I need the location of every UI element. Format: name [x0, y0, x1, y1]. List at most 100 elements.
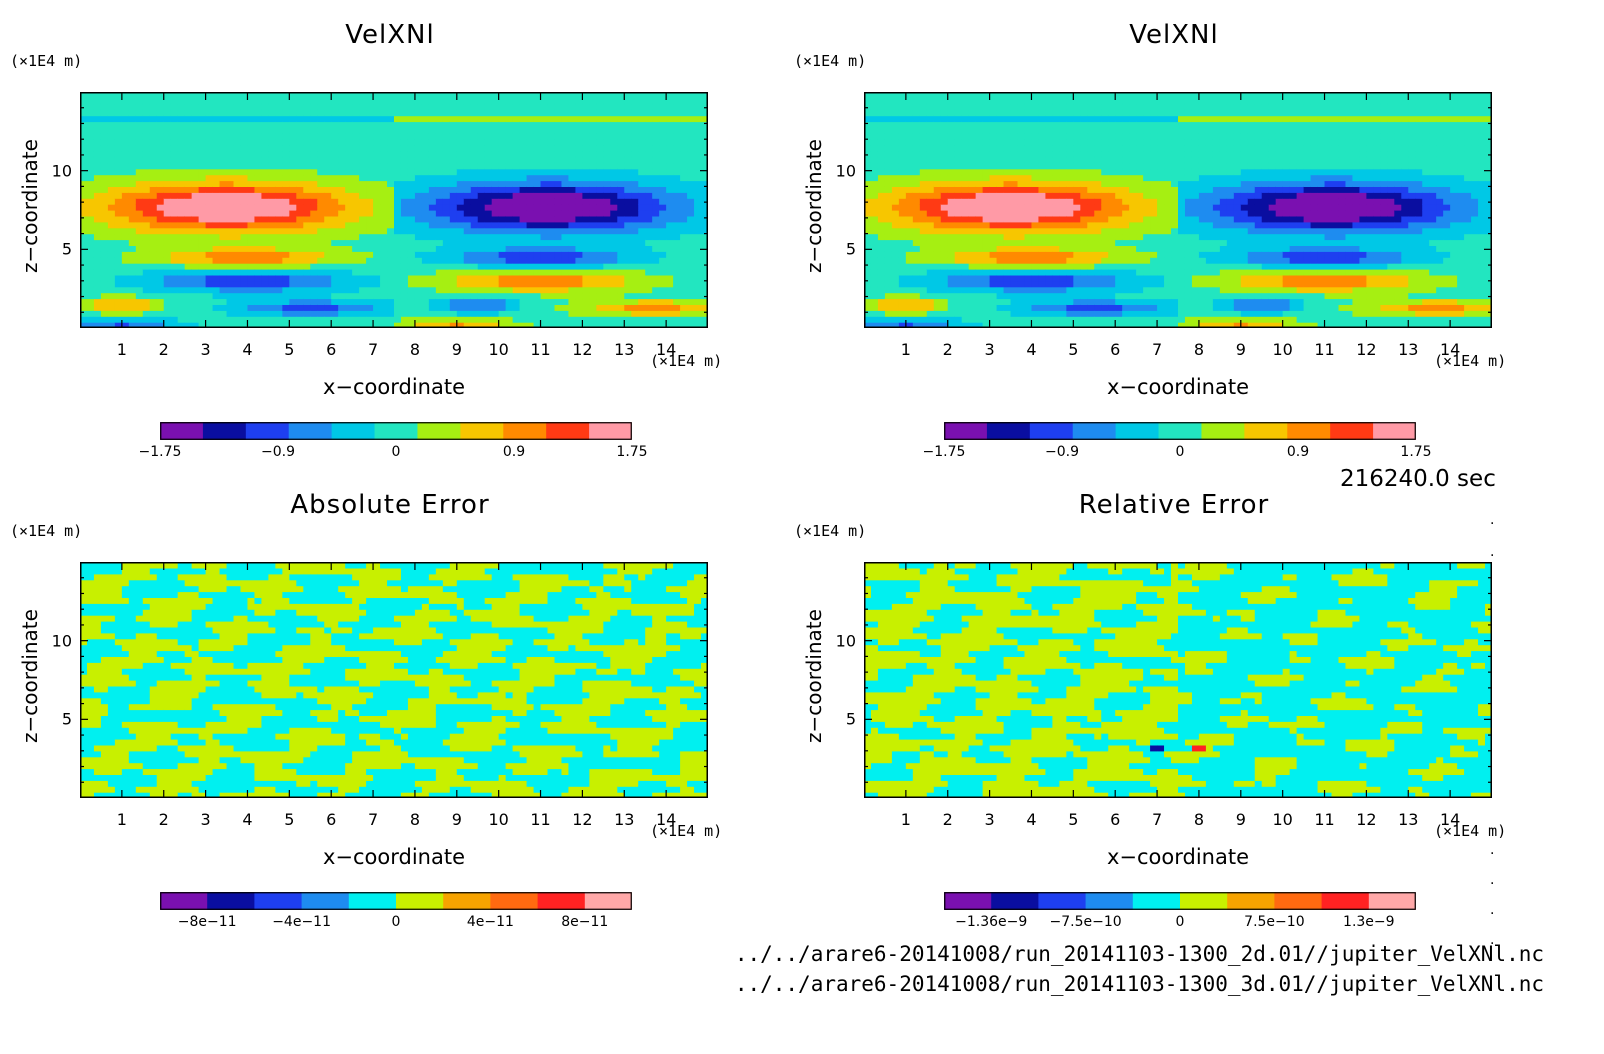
heatmap-cell: [484, 292, 493, 300]
heatmap-cell: [638, 210, 646, 217]
heatmap-cell: [940, 298, 949, 305]
x-tick-label: 8: [409, 340, 421, 359]
heatmap-cell: [233, 180, 242, 187]
heatmap-cell: [519, 221, 528, 229]
heatmap-cell: [912, 162, 921, 170]
heatmap-cell: [268, 145, 276, 152]
heatmap-cell: [933, 174, 942, 182]
heatmap-cell: [884, 97, 893, 105]
heatmap-cell: [142, 215, 151, 223]
heatmap-cell: [338, 180, 346, 187]
heatmap-cell: [428, 233, 437, 241]
heatmap-cell: [268, 162, 276, 170]
heatmap-cell: [373, 298, 381, 305]
heatmap-cell: [100, 151, 109, 158]
heatmap-cell: [589, 210, 597, 217]
heatmap-cell: [652, 245, 660, 252]
heatmap-cell: [947, 221, 956, 229]
heatmap-cell: [435, 192, 444, 199]
heatmap-cell: [610, 269, 618, 276]
heatmap-cell: [400, 92, 409, 99]
heatmap-cell: [170, 316, 179, 323]
heatmap-cell: [1066, 109, 1074, 117]
heatmap-cell: [561, 269, 570, 276]
heatmap-cell: [568, 251, 577, 258]
heatmap-cell: [589, 239, 597, 246]
heatmap-cell: [1038, 245, 1047, 252]
heatmap-cell: [547, 251, 556, 258]
heatmap-cell: [121, 204, 130, 211]
heatmap-cell: [568, 151, 577, 158]
heatmap-cell: [282, 298, 290, 305]
heatmap-cell: [617, 133, 625, 140]
heatmap-cell: [394, 269, 402, 276]
heatmap-cell: [93, 92, 102, 99]
heatmap-cell: [449, 109, 458, 117]
heatmap-cell: [638, 304, 646, 311]
heatmap-cell: [898, 174, 907, 182]
heatmap-cell: [414, 245, 423, 252]
heatmap-cell: [645, 127, 653, 134]
heatmap-cell: [93, 103, 102, 111]
heatmap-cell: [701, 162, 708, 170]
heatmap-cell: [268, 292, 276, 300]
heatmap-cell: [156, 251, 165, 258]
heatmap-cell: [1066, 97, 1074, 105]
heatmap-cell: [303, 92, 311, 99]
heatmap-cell: [414, 139, 423, 146]
heatmap-cell: [512, 304, 521, 311]
heatmap-cell: [547, 168, 556, 176]
heatmap-cell: [512, 192, 521, 199]
heatmap-cell: [380, 133, 388, 140]
heatmap-cell: [331, 103, 339, 111]
heatmap-cell: [442, 280, 451, 288]
heatmap-cell: [198, 280, 207, 288]
heatmap-cell: [142, 115, 151, 123]
heatmap-cell: [435, 274, 444, 282]
heatmap-cell: [107, 215, 116, 223]
heatmap-cell: [275, 127, 283, 134]
heatmap-cell: [1052, 274, 1060, 282]
heatmap-cell: [610, 127, 618, 134]
heatmap-cell: [1010, 204, 1019, 211]
heatmap-cell: [470, 168, 479, 176]
heatmap-cell: [666, 145, 674, 152]
heatmap-cell: [638, 310, 646, 317]
heatmap-cell: [1045, 127, 1053, 134]
heatmap-cell: [212, 286, 221, 294]
heatmap-cell: [275, 280, 283, 288]
heatmap-cell: [177, 92, 186, 99]
heatmap-cell: [442, 292, 451, 300]
heatmap-cell: [394, 233, 402, 241]
heatmap-cell: [1066, 174, 1074, 182]
heatmap-cell: [912, 210, 921, 217]
heatmap-cell: [156, 239, 165, 246]
heatmap-cell: [1045, 174, 1053, 182]
heatmap-cell: [947, 103, 956, 111]
heatmap-cell: [1059, 139, 1067, 146]
heatmap-cell: [701, 280, 708, 288]
heatmap-cell: [477, 263, 486, 270]
heatmap-cell: [547, 92, 556, 99]
heatmap-cell: [940, 292, 949, 300]
heatmap-cell: [156, 233, 165, 241]
heatmap-cell: [989, 204, 998, 211]
heatmap-cell: [561, 233, 570, 241]
heatmap-cell: [1010, 280, 1019, 288]
heatmap-cell: [526, 168, 535, 176]
heatmap-cell: [247, 121, 256, 128]
heatmap-cell: [387, 310, 395, 317]
heatmap-cell: [512, 133, 521, 140]
heatmap-cell: [554, 186, 563, 193]
heatmap-cell: [296, 245, 304, 252]
heatmap-cell: [905, 139, 914, 146]
heatmap-cell: [289, 274, 297, 282]
heatmap-cell: [589, 298, 597, 305]
heatmap-cell: [701, 168, 708, 176]
heatmap-cell: [926, 298, 935, 305]
heatmap-cell: [912, 316, 921, 323]
heatmap-cell: [282, 186, 290, 193]
heatmap-cell: [547, 221, 556, 229]
heatmap-cell: [121, 145, 130, 152]
heatmap-cell: [624, 239, 632, 246]
